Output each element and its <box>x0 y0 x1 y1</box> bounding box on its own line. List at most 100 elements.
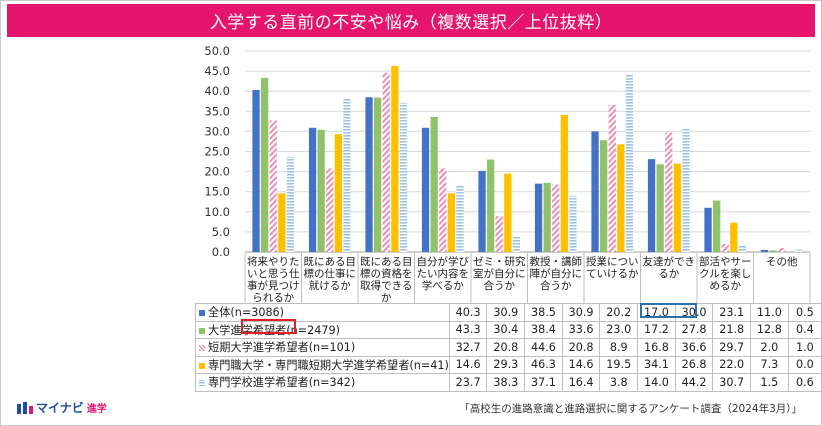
x-category-label: ゼミ・研究 <box>473 255 526 268</box>
legend-label: 専門学校進学希望者(n=342) <box>208 376 356 390</box>
table-cell: 0.6 <box>787 373 822 392</box>
legend-label: 短期大学進学希望者(n=101) <box>208 341 356 355</box>
bar <box>326 168 334 252</box>
bar <box>269 120 277 253</box>
x-category-label: 自分が学び <box>417 255 470 268</box>
highlight-box-blue <box>640 303 697 318</box>
table-cell: 19.5 <box>599 355 639 374</box>
bar <box>261 77 269 253</box>
table-cell: 0.0 <box>787 355 822 374</box>
x-category-label: 合うか <box>484 279 516 292</box>
table-cell: 14.6 <box>448 355 488 374</box>
legend-swatch-icon <box>199 380 205 387</box>
x-category-label: か <box>381 292 392 304</box>
legend-label: 専門職大学・専門職短期大学進学希望者(n=41) <box>208 358 449 372</box>
legend-swatch-icon <box>199 310 205 317</box>
table-cell: 38.4 <box>524 320 563 339</box>
table-cell: 17.2 <box>637 320 676 339</box>
bar <box>730 222 738 252</box>
table-cell: 2.0 <box>750 338 789 357</box>
table-cell: 0.4 <box>787 320 822 339</box>
x-category-label: 将来やりた <box>247 256 300 268</box>
table-cell: 26.8 <box>674 355 714 374</box>
table-cell: 11.0 <box>750 303 789 322</box>
bar <box>760 249 769 252</box>
table-cell: 38.5 <box>524 303 563 322</box>
bar <box>795 249 803 252</box>
bar <box>382 72 390 252</box>
x-category-label: 標の資格を <box>360 267 413 280</box>
x-category-label: 授業につい <box>586 255 639 268</box>
x-category-label: られるか <box>252 292 294 304</box>
bar <box>334 134 342 252</box>
y-tick-label: 30.0 <box>204 124 230 138</box>
bar <box>495 216 503 252</box>
x-category-label: 合うか <box>540 279 572 292</box>
table-cell: 38.3 <box>486 373 526 392</box>
data-table: 全体(n=3086) 40.3 30.9 38.5 30.9 20.2 17.0 30.0 23… <box>195 303 822 392</box>
legend-entry: 全体(n=3086) <box>195 303 450 322</box>
source-note: 「高校生の進路意識と進路選択に関するアンケート調査（2024年3月）」 <box>459 403 802 415</box>
y-tick-label: 20.0 <box>204 165 230 179</box>
bar <box>286 156 295 252</box>
table-cell: 30.4 <box>486 320 526 339</box>
bar <box>543 182 551 252</box>
table-cell: 16.8 <box>637 338 676 357</box>
table-cell: 16.4 <box>561 373 601 392</box>
bar <box>534 183 543 252</box>
bar <box>278 193 286 252</box>
bar <box>399 102 408 252</box>
table-cell: 40.3 <box>448 303 488 322</box>
y-tick-label: 25.0 <box>204 145 230 159</box>
bar <box>456 186 464 252</box>
x-category-label: 取得できる <box>360 280 412 292</box>
bar <box>308 127 317 252</box>
table-cell: 29.7 <box>712 338 752 357</box>
y-tick-label: 5.0 <box>212 225 230 239</box>
table-cell: 23.0 <box>599 320 639 339</box>
table-cell: 23.1 <box>712 303 752 322</box>
bar <box>430 116 438 252</box>
logo-text: マイナビ <box>36 401 84 415</box>
bar <box>600 140 608 252</box>
bar <box>552 184 560 252</box>
table-cell: 27.8 <box>674 320 714 339</box>
x-category-label: いと思う仕 <box>247 267 300 280</box>
bar <box>317 129 325 252</box>
bar <box>647 159 656 252</box>
x-category-label: クルを楽し <box>699 267 751 280</box>
bar <box>374 97 382 252</box>
legend-swatch-icon <box>199 362 205 369</box>
bar <box>769 250 777 252</box>
bar <box>656 164 664 252</box>
bar <box>365 97 373 252</box>
table-cell: 34.1 <box>637 355 676 374</box>
bar <box>617 144 625 252</box>
bar <box>343 98 351 252</box>
bar <box>447 193 455 252</box>
bar <box>512 236 521 252</box>
table-cell: 7.3 <box>750 355 789 374</box>
table-cell: 29.3 <box>486 355 526 374</box>
legend-entry: 専門職大学・専門職短期大学進学希望者(n=41) <box>195 355 450 374</box>
table-cell: 14.6 <box>561 355 601 374</box>
bar <box>608 104 616 252</box>
bar <box>391 65 399 253</box>
legend-entry: 専門学校進学希望者(n=342) <box>195 373 450 392</box>
x-category-label: ていけるか <box>586 268 639 280</box>
bar <box>665 132 673 252</box>
x-category-label: 友達ができ <box>643 255 696 268</box>
table-cell: 20.8 <box>486 338 526 357</box>
legend-swatch-icon <box>199 327 205 334</box>
legend-label: 全体(n=3086) <box>208 306 285 320</box>
table-cell: 44.6 <box>524 338 563 357</box>
legend-entry: 短期大学進学希望者(n=101) <box>195 338 450 357</box>
table-cell: 23.7 <box>448 373 488 392</box>
table-cell: 44.2 <box>674 373 714 392</box>
bar <box>682 128 690 252</box>
x-category-label: たい内容を <box>417 267 470 280</box>
x-category-label: 標の仕事に <box>304 267 357 280</box>
table-cell: 43.3 <box>448 320 488 339</box>
logo-mark-icon <box>17 401 33 414</box>
bar <box>778 247 786 252</box>
